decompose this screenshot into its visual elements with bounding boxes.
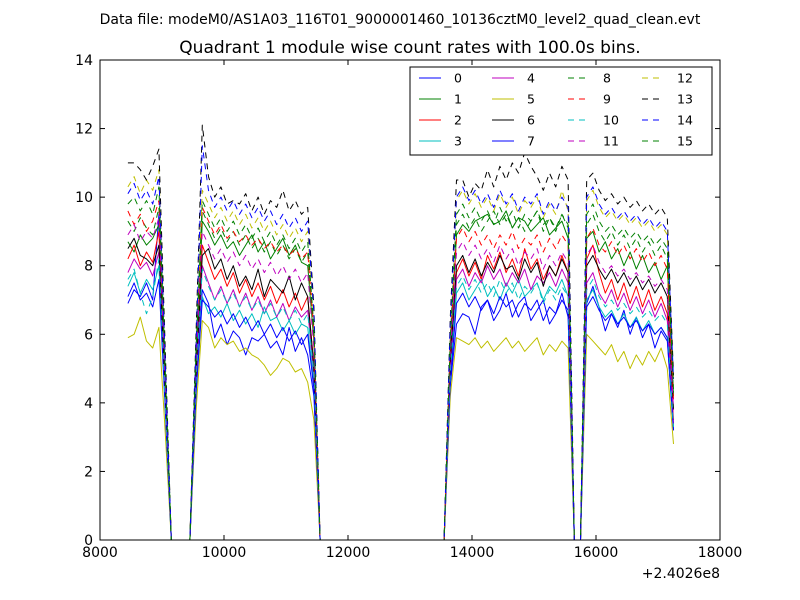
y-tick-label: 2 — [84, 464, 93, 480]
legend-label-11: 11 — [603, 134, 619, 149]
legend-label-8: 8 — [603, 71, 611, 86]
x-offset-label: +2.4026e8 — [642, 566, 720, 582]
y-tick-label: 0 — [84, 533, 93, 549]
y-tick-label: 8 — [84, 259, 93, 275]
x-tick-label: 10000 — [202, 545, 247, 561]
axes-frame — [99, 59, 721, 541]
x-tick-label: 14000 — [450, 545, 495, 561]
y-tick-label: 14 — [75, 53, 93, 69]
legend-label-15: 15 — [677, 134, 693, 149]
legend-label-12: 12 — [677, 71, 693, 86]
x-tick-label: 12000 — [326, 545, 371, 561]
y-tick-label: 10 — [75, 190, 93, 206]
legend-label-0: 0 — [454, 71, 462, 86]
y-tick-label: 6 — [84, 327, 93, 343]
legend-label-14: 14 — [677, 113, 693, 128]
legend-label-2: 2 — [454, 113, 462, 128]
legend-label-3: 3 — [454, 134, 462, 149]
legend-label-13: 13 — [677, 92, 693, 107]
legend-label-10: 10 — [603, 113, 619, 128]
legend-frame — [409, 66, 713, 156]
legend-label-5: 5 — [527, 92, 535, 107]
chart-title: Quadrant 1 module wise count rates with … — [179, 38, 640, 58]
x-tick-label: 8000 — [82, 545, 118, 561]
x-tick-label: 18000 — [698, 545, 743, 561]
legend-label-4: 4 — [527, 71, 535, 86]
legend-label-7: 7 — [527, 134, 535, 149]
y-tick-label: 4 — [84, 396, 93, 412]
y-tick-label: 12 — [75, 122, 93, 138]
legend-label-1: 1 — [454, 92, 462, 107]
series-line-14 — [127, 145, 674, 541]
legend-label-9: 9 — [603, 92, 611, 107]
legend-label-6: 6 — [527, 113, 535, 128]
x-tick-label: 16000 — [574, 545, 619, 561]
figure-suptitle: Data file: modeM0/AS1A03_116T01_90000014… — [100, 12, 701, 28]
